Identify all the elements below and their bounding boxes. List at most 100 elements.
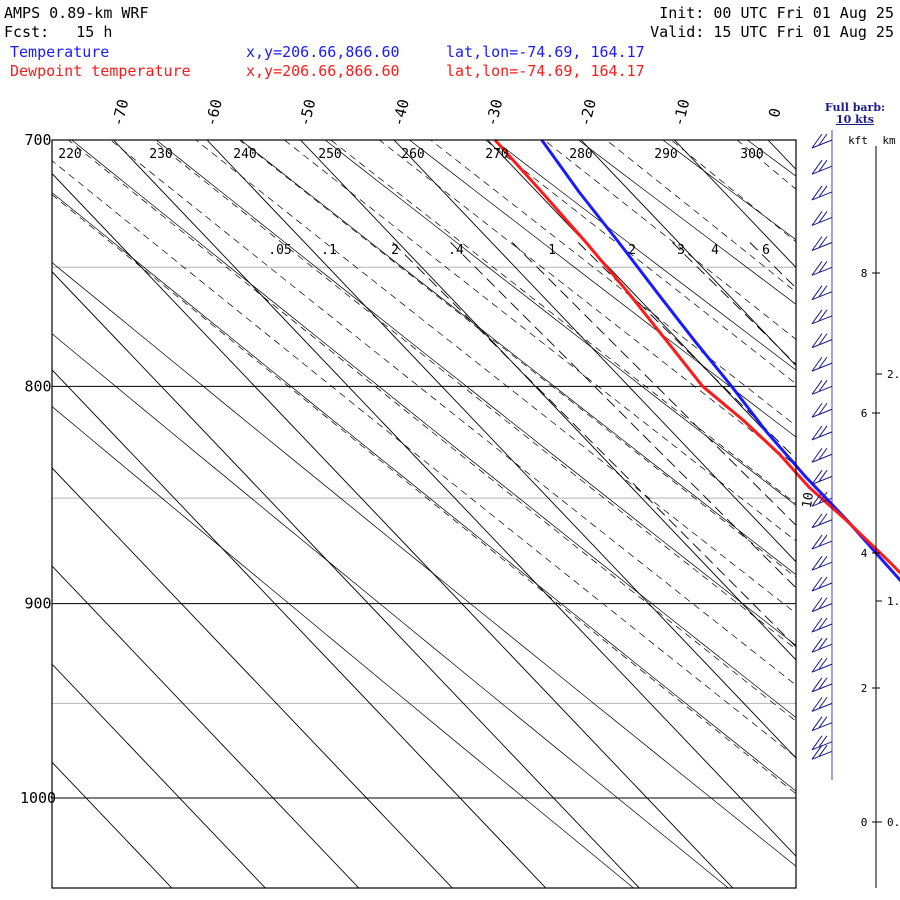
- wind-barb: [811, 597, 833, 613]
- wind-barb: [811, 744, 833, 760]
- chart-grid: [52, 87, 900, 900]
- barb-flag: [818, 211, 828, 223]
- height-axis-km-header: km: [882, 134, 896, 147]
- mixing-ratio-line: [511, 242, 796, 526]
- barb-staff: [811, 165, 833, 175]
- barb-flag: [811, 356, 823, 372]
- legend-temperature-xy: x,y=206.66,866.60: [246, 43, 400, 61]
- barb-flag: [818, 677, 828, 690]
- wind-barb: [811, 576, 833, 592]
- wind-barb: [811, 159, 833, 175]
- barb-staff: [811, 191, 833, 201]
- chart-header: AMPS 0.89-km WRF Fcst: 15 h Init: 00 UTC…: [0, 0, 900, 86]
- barb-flag: [811, 133, 823, 149]
- barb-flag: [811, 716, 823, 731]
- dry-adiabat-label: 300: [740, 147, 763, 162]
- chart-frame: [51, 139, 797, 889]
- dry-adiabat-label: 280: [569, 147, 592, 162]
- barb-flag: [811, 745, 823, 760]
- wind-barb: [811, 447, 833, 463]
- moist-adiabat: [52, 194, 796, 795]
- barb-flag: [811, 735, 823, 751]
- barb-flag: [818, 425, 828, 438]
- barb-staff: [811, 722, 833, 732]
- wind-barb: [811, 236, 833, 251]
- barb-flag: [818, 597, 828, 609]
- mixing-ratio-label: .05: [268, 243, 291, 258]
- mixing-ratio-line: [798, 243, 900, 900]
- barb-flag: [818, 735, 828, 748]
- temperature-line: [540, 139, 900, 583]
- isotherm-line: [767, 140, 796, 171]
- model-title: AMPS 0.89-km WRF: [4, 4, 149, 22]
- barb-flag: [811, 425, 823, 441]
- dry-adiabat: [71, 140, 796, 719]
- wind-barb: [811, 513, 833, 529]
- wind-barb: [811, 380, 833, 395]
- dry-adiabat: [52, 192, 796, 792]
- barb-flag: [811, 211, 823, 226]
- dry-adiabat-label: 290: [654, 147, 677, 162]
- barb-flag: [818, 185, 828, 198]
- isotherm-line: [52, 369, 547, 888]
- kft-tick-label: 8: [861, 267, 868, 280]
- moist-adiabat: [430, 140, 796, 427]
- barb-flag: [811, 185, 823, 201]
- wind-barb: [811, 402, 833, 418]
- init-time: Init: 00 UTC Fri 01 Aug 25: [659, 4, 894, 22]
- barb-staff: [811, 519, 833, 529]
- dry-adiabat: [746, 140, 796, 177]
- isotherm-line: [393, 140, 796, 563]
- barb-staff: [811, 362, 833, 372]
- barb-staff: [811, 242, 833, 251]
- forecast-hour: Fcst: 15 h: [4, 23, 113, 41]
- barb-scale-note: Full barb: 10 kts: [811, 102, 899, 126]
- temperature-tick-label: -10: [669, 97, 693, 128]
- barb-flag: [818, 697, 828, 709]
- legend-temperature-latlon: lat,lon=-74.69, 164.17: [446, 43, 645, 61]
- barb-flag: [818, 333, 828, 345]
- barb-flag: [818, 380, 828, 392]
- mixing-ratio-label: 2: [391, 243, 399, 258]
- wind-barb: [811, 491, 833, 507]
- barb-flag: [811, 576, 823, 592]
- dry-adiabat-label: 270: [485, 147, 508, 162]
- barb-staff: [811, 750, 833, 760]
- isotherm-line: [300, 140, 796, 661]
- temperature-tick-label: -50: [295, 97, 319, 128]
- dry-adiabat: [408, 140, 796, 438]
- dry-adiabat-label: 260: [401, 147, 424, 162]
- barb-flag: [818, 133, 828, 146]
- dry-adiabat: [155, 140, 796, 646]
- mixing-ratio-line: [672, 242, 796, 366]
- wind-barb: [811, 716, 833, 732]
- barb-staff: [811, 603, 833, 613]
- pressure-tick-label: 700: [24, 131, 51, 149]
- kft-tick-label: 6: [861, 407, 868, 420]
- mixing-ratio-label: 4: [711, 243, 719, 258]
- barb-flag: [811, 159, 823, 175]
- moist-adiabat: [864, 87, 900, 900]
- isotherm-line: [52, 663, 266, 888]
- barb-flag: [811, 697, 823, 712]
- dry-adiabat: [52, 262, 796, 867]
- legend-temperature: Temperature: [10, 43, 110, 61]
- dry-adiabat: [240, 140, 796, 576]
- barb-scale-line2: 10 kts: [835, 113, 875, 126]
- km-tick-label: 1.: [887, 595, 900, 608]
- pressure-tick-label: 800: [24, 377, 51, 395]
- moist-adiabat: [195, 140, 796, 614]
- dry-adiabat: [52, 406, 635, 888]
- dry-adiabat-label: 240: [233, 147, 256, 162]
- isotherm-line: [580, 140, 796, 367]
- isotherm-line: [52, 172, 734, 888]
- moist-adiabat: [378, 140, 796, 466]
- moist-adiabat: [52, 160, 796, 758]
- barb-flag: [811, 597, 823, 612]
- wind-barb: [811, 185, 833, 201]
- wind-barbs: [811, 130, 833, 780]
- barb-flag: [818, 657, 828, 670]
- barb-flag: [818, 236, 828, 248]
- barb-flag: [818, 716, 828, 728]
